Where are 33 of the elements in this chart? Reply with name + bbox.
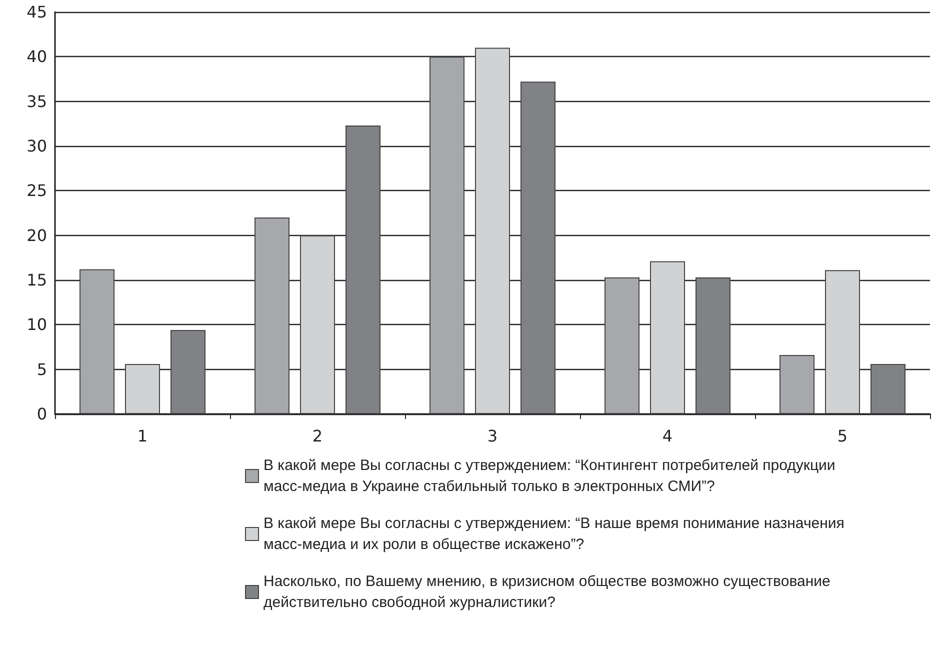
bar <box>696 277 730 414</box>
y-tick-label: 40 <box>26 47 47 66</box>
legend-label: В какой мере Вы согласны с утверждением: “В наше время понимание назначения масс-медиа и их роли в обществе искажено”? <box>264 515 849 553</box>
x-tick-label: 4 <box>662 426 673 446</box>
bar <box>475 48 510 414</box>
bar <box>870 364 906 414</box>
y-tick-label: 25 <box>26 181 47 200</box>
bar <box>650 261 685 414</box>
y-tick-label: 45 <box>26 2 47 22</box>
bar <box>300 235 335 414</box>
bar <box>825 270 860 414</box>
legend-label: В какой мере Вы согласны с утверждением: “Контингент потребителей продукции масс-медиа в Украине стабильный только в электронных СМИ”? <box>264 457 840 495</box>
y-tick-label: 5 <box>36 360 47 379</box>
y-tick-label: 0 <box>36 404 47 424</box>
y-tick-label: 20 <box>26 226 47 245</box>
bar <box>254 217 290 414</box>
bar <box>170 330 206 414</box>
x-tick-label: 3 <box>487 426 498 446</box>
x-tick-label: 5 <box>837 426 848 446</box>
y-tick-label: 30 <box>26 136 47 156</box>
y-tick-label: 10 <box>26 315 47 334</box>
y-tick-label: 35 <box>26 92 47 111</box>
bar <box>80 269 114 414</box>
y-tick-label: 15 <box>26 270 47 290</box>
bar <box>604 277 640 414</box>
bar <box>430 56 464 414</box>
legend-label: Насколько, по Вашему мнению, в кризисном обществе возможно существование действительно свободной журналистики? <box>264 573 835 611</box>
x-tick-label: 1 <box>137 426 148 446</box>
bar <box>125 364 160 414</box>
x-tick-label: 2 <box>312 426 323 446</box>
bar <box>520 82 556 414</box>
bar <box>346 125 380 414</box>
bar <box>780 355 814 414</box>
